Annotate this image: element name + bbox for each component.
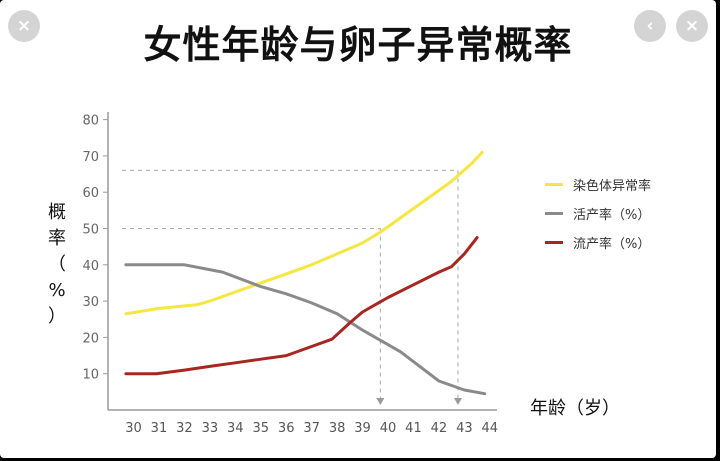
y-axis-label-char: 率 — [48, 228, 66, 249]
x-tick-label: 40 — [380, 421, 397, 436]
y-axis-label-char: 概 — [48, 202, 66, 223]
close-icon[interactable]: × — [8, 10, 40, 42]
x-axis-label: 年龄（岁） — [530, 398, 620, 419]
x-tick-label: 31 — [151, 421, 168, 436]
y-axis-label-char: （ — [48, 254, 66, 275]
y-tick-label: 60 — [82, 186, 99, 201]
series-line-1 — [124, 263, 487, 396]
x-tick-label: 35 — [252, 421, 269, 436]
x-tick-label: 38 — [329, 421, 346, 436]
y-tick-label: 70 — [82, 150, 99, 165]
y-tick-label: 10 — [82, 368, 99, 383]
y-axis-label-char: % — [48, 280, 66, 301]
x-tick-label: 44 — [482, 421, 499, 436]
x-tick-label: 32 — [176, 421, 193, 436]
legend-swatch — [545, 240, 563, 244]
x-tick-label: 43 — [456, 421, 473, 436]
x-tick-label: 30 — [125, 421, 142, 436]
reference-arrow-1 — [376, 398, 385, 405]
legend-label: 染色体异常率 — [573, 178, 652, 194]
y-tick-label: 50 — [82, 223, 99, 238]
y-axis-label-char: ） — [48, 306, 66, 327]
legend-swatch — [545, 182, 563, 186]
legend-item: 流产率（%） — [545, 232, 650, 252]
y-axis-label: 概率 （% ） — [40, 200, 74, 330]
x-tick-label: 39 — [354, 421, 371, 436]
x-tick-label: 34 — [227, 421, 244, 436]
legend-item: 活产率（%） — [545, 203, 650, 223]
y-tick-label: 30 — [82, 295, 99, 310]
y-tick-label: 40 — [82, 259, 99, 274]
x-tick-label: 36 — [278, 421, 295, 436]
y-tick-label: 80 — [82, 114, 99, 129]
series-line-0 — [124, 150, 484, 316]
series-line-2 — [124, 236, 479, 376]
back-icon[interactable]: ‹ — [634, 10, 666, 42]
chart-title: 女性年龄与卵子异常概率 — [143, 23, 573, 67]
y-tick-label: 20 — [82, 331, 99, 346]
x-tick-label: 33 — [202, 421, 219, 436]
x-tick-label: 37 — [303, 421, 320, 436]
legend-label: 流产率（%） — [573, 236, 651, 252]
legend-label: 活产率（%） — [573, 207, 651, 223]
reference-arrow-0 — [453, 398, 462, 405]
legend-swatch — [545, 211, 563, 215]
close-icon-right[interactable]: × — [676, 10, 708, 42]
x-tick-label: 42 — [431, 421, 448, 436]
legend-item: 染色体异常率 — [545, 174, 651, 194]
x-tick-label: 41 — [405, 421, 422, 436]
